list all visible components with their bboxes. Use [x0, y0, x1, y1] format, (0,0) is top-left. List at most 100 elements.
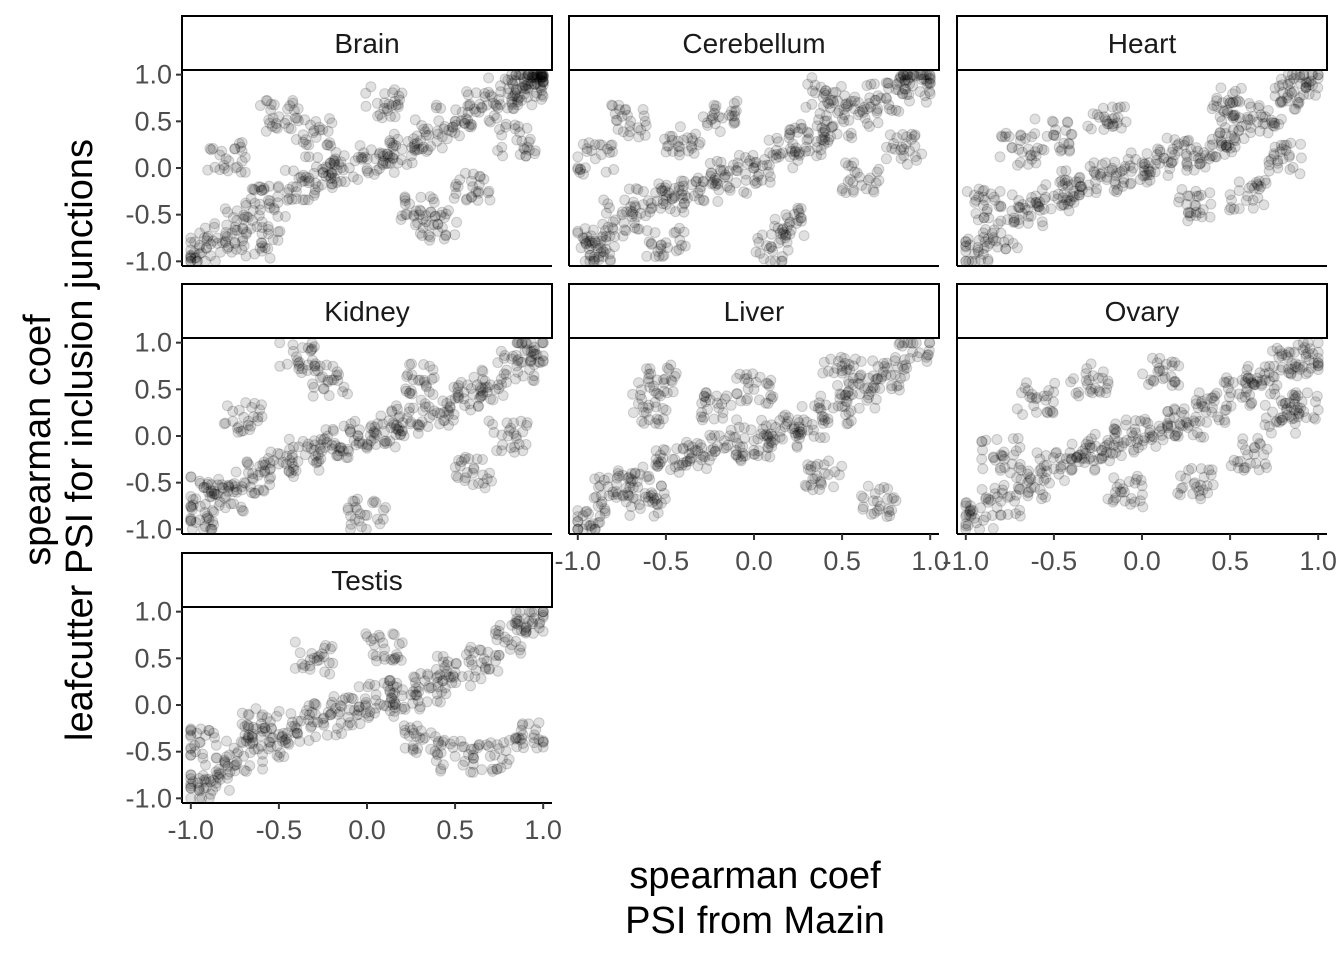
point-testis-7-7: [389, 705, 401, 717]
point-kidney-17-20: [406, 369, 418, 381]
point-heart-10-3: [1220, 128, 1231, 139]
point-testis-3-14: [280, 733, 292, 745]
point-liver-2-5: [622, 472, 634, 484]
point-testis-3-16: [267, 732, 279, 744]
point-liver-17-19: [878, 481, 890, 493]
point-cerebellum-16-11: [781, 222, 793, 234]
point-heart-17-15: [1251, 178, 1263, 190]
point-liver-0-22: [594, 510, 606, 522]
point-testis-4-13: [279, 734, 291, 746]
point-ovary-18-14: [1279, 397, 1291, 409]
point-liver-13-18: [879, 361, 891, 372]
point-cerebellum-18-16: [707, 112, 719, 124]
point-ovary-17-6: [1245, 457, 1256, 469]
point-ovary-10: [1233, 388, 1245, 400]
point-testis-5-19: [330, 702, 342, 714]
point-ovary-7-4: [1172, 430, 1184, 442]
point-kidney-12-8: [524, 364, 536, 376]
point-brain-1-9: [208, 221, 220, 233]
point-ovary-10-10: [1223, 391, 1235, 403]
point-testis-6-10: [325, 709, 337, 721]
point-heart-6-10: [1110, 178, 1122, 190]
point-kidney-3-8: [285, 467, 297, 479]
point-cerebellum-8-8: [815, 149, 827, 161]
point-ovary-13-10: [1302, 338, 1314, 349]
point-brain-23-10: [527, 72, 539, 84]
point-ovary-22-2: [1119, 495, 1131, 507]
point-brain-13-13: [518, 76, 530, 88]
point-liver-6-12: [697, 450, 709, 462]
point-liver-16-15: [802, 463, 814, 475]
point-ovary-21-2: [1173, 379, 1185, 391]
point-testis-13-15: [537, 611, 549, 623]
point-ovary-7-19: [1138, 435, 1149, 447]
point-heart-9-20: [1204, 150, 1216, 162]
point-brain-10-0: [446, 121, 458, 133]
point-kidney-7-5: [379, 438, 390, 450]
point-brain-20-18: [392, 101, 404, 113]
point-testis-4-2: [286, 716, 298, 728]
point-ovary-1-2: [989, 488, 1001, 500]
point-heart-13-8: [1306, 70, 1318, 81]
point-brain-15-14: [400, 208, 412, 220]
point-cerebellum-0: [589, 237, 601, 249]
point-ovary-16-0: [1073, 390, 1085, 402]
point-ovary-11-1: [1269, 388, 1281, 400]
point-cerebellum-18-14: [731, 95, 743, 107]
point-liver-0-23: [577, 510, 589, 522]
point-heart-7-10: [1167, 155, 1179, 167]
point-ovary-5-8: [1102, 434, 1114, 446]
point-kidney-0-0: [199, 498, 211, 510]
point-heart-3-13: [1054, 176, 1066, 188]
point-brain-23-20: [529, 78, 541, 90]
point-liver-3-12: [627, 407, 639, 419]
point-testis-15-19: [411, 720, 423, 732]
point-ovary-14-13: [1038, 390, 1050, 402]
point-brain-5-5: [328, 154, 340, 166]
point-heart-2-15: [1006, 189, 1018, 201]
point-testis-20: [194, 736, 206, 748]
point-cerebellum-3-16: [666, 193, 678, 205]
point-heart-14-19: [1063, 137, 1075, 149]
point-kidney-15-2: [345, 523, 356, 534]
point-liver-1-22: [588, 492, 600, 504]
strip-box-liver: [568, 283, 940, 339]
point-ovary-18-12: [1271, 415, 1283, 427]
point-testis-4-23: [280, 737, 291, 749]
point-heart-7-8: [1143, 163, 1154, 175]
point-heart-10-19: [1226, 110, 1238, 122]
point-cerebellum-21-3: [600, 231, 612, 243]
point-kidney-5-5: [312, 449, 324, 461]
point-kidney-7-22: [377, 418, 389, 430]
x-tick-label-liver-2: 0.0: [735, 546, 773, 576]
point-heart-6-19: [1125, 147, 1137, 159]
point-heart-12: [1286, 87, 1298, 99]
point-ovary-4-9: [1090, 440, 1102, 452]
point-heart-5-17: [1095, 171, 1107, 183]
point-ovary-16-1: [1089, 382, 1101, 394]
point-ovary-18-9: [1281, 409, 1293, 421]
point-testis-10-13: [437, 651, 449, 662]
point-ovary-22-11: [1125, 498, 1136, 510]
point-brain-15-5: [428, 219, 440, 231]
point-kidney-21-2: [333, 369, 345, 381]
point-brain-11-18: [486, 91, 498, 103]
point-brain-2-7: [238, 209, 250, 221]
point-liver-0: [581, 519, 593, 531]
point-liver-18-15: [731, 414, 743, 426]
point-liver-15-8: [766, 393, 777, 405]
point-heart-6-3: [1109, 175, 1121, 187]
point-ovary-5-23: [1113, 441, 1125, 453]
point-cerebellum-6-20: [744, 155, 756, 167]
point-kidney-4-12: [290, 465, 302, 477]
point-testis-7-6: [385, 692, 397, 704]
point-testis-20-14: [185, 725, 197, 737]
point-liver-2-14: [612, 465, 624, 477]
point-cerebellum-6-18: [764, 171, 776, 183]
point-testis-18-16: [247, 721, 259, 733]
point-heart-10-20: [1251, 116, 1263, 128]
point-liver-17-12: [881, 511, 893, 523]
point-brain-7-12: [374, 147, 386, 159]
point-heart-19-21: [1109, 112, 1121, 124]
point-heart-10-21: [1228, 134, 1240, 146]
